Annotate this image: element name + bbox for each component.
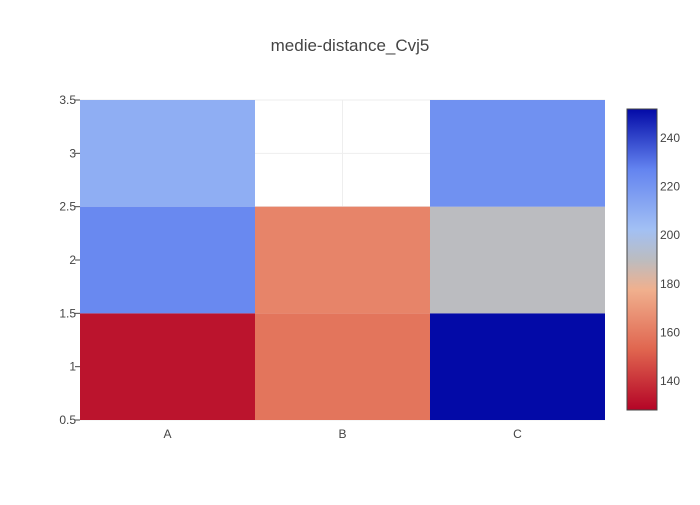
colorbar-tick-label: 220 bbox=[660, 180, 680, 194]
heatmap-cell bbox=[430, 100, 605, 207]
heatmap-cells bbox=[80, 100, 605, 420]
y-tick-label: 1 bbox=[69, 360, 76, 374]
x-axis: A B C bbox=[163, 427, 522, 441]
heatmap-cell bbox=[255, 313, 430, 420]
y-tick-label: 2.5 bbox=[59, 200, 76, 214]
colorbar-tick-label: 240 bbox=[660, 131, 680, 145]
heatmap-cell bbox=[80, 100, 255, 207]
y-tick-label: 2 bbox=[69, 253, 76, 267]
heatmap-cell bbox=[430, 313, 605, 420]
colorbar-tick-label: 160 bbox=[660, 325, 680, 339]
y-tick-label: 0.5 bbox=[59, 413, 76, 427]
y-tick-label: 3 bbox=[69, 146, 76, 160]
chart-title: medie-distance_Cvj5 bbox=[271, 36, 430, 55]
colorbar-tick-label: 140 bbox=[660, 374, 680, 388]
heatmap-cell bbox=[430, 206, 605, 314]
x-tick-label: A bbox=[163, 427, 171, 441]
colorbar: 140 160 180 200 220 240 bbox=[626, 108, 680, 411]
y-tick-label: 3.5 bbox=[59, 93, 76, 107]
colorbar-tick-label: 200 bbox=[660, 228, 680, 242]
y-tick-label: 1.5 bbox=[59, 306, 76, 320]
heatmap-cell bbox=[80, 206, 255, 314]
x-tick-label: C bbox=[513, 427, 522, 441]
colorbar-gradient bbox=[626, 108, 658, 411]
x-tick-label: B bbox=[338, 427, 346, 441]
colorbar-tick-label: 180 bbox=[660, 277, 680, 291]
heatmap-cell bbox=[80, 313, 255, 420]
heatmap-cell bbox=[255, 206, 430, 314]
y-axis: 0.5 1 1.5 2 2.5 3 3.5 bbox=[59, 93, 80, 427]
